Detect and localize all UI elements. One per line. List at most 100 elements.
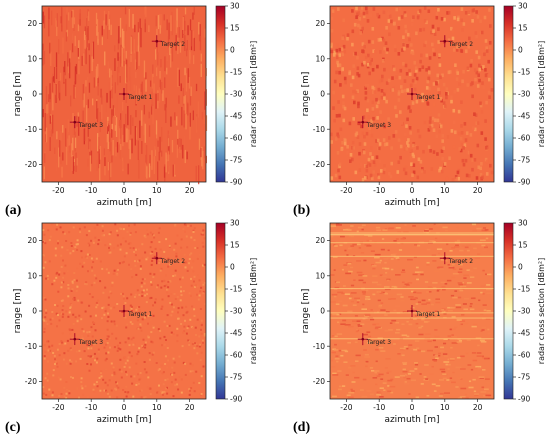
colorbar-tick-label: 15: [230, 24, 240, 33]
heatmap-cell: [351, 29, 355, 34]
heatmap-cell: [424, 321, 430, 323]
heatmap-cell: [486, 74, 489, 78]
heatmap-cell: [390, 258, 394, 260]
heatmap-cell: [424, 364, 429, 366]
heatmap-cell: [474, 77, 477, 82]
heatmap-cell: [89, 315, 92, 318]
heatmap-cell: [188, 292, 191, 295]
heatmap-cell: [380, 89, 384, 93]
heatmap-cell: [168, 244, 171, 247]
heatmap-cell: [332, 372, 337, 375]
heatmap-cell: [420, 273, 424, 276]
heatmap-streak: [99, 164, 101, 181]
heatmap-cell: [102, 291, 105, 294]
heatmap-cell: [401, 354, 405, 357]
heatmap-cell: [414, 363, 419, 366]
heatmap-cell: [331, 288, 335, 291]
heatmap-streak: [188, 77, 191, 89]
heatmap-cell: [485, 378, 490, 380]
heatmap-streak: [68, 12, 70, 21]
heatmap-streak: [55, 67, 58, 79]
heatmap-streak: [48, 101, 50, 113]
heatmap-cell: [452, 29, 455, 33]
heatmap-cell: [376, 291, 382, 293]
heatmap-cell: [118, 232, 120, 235]
heatmap-cell: [42, 240, 44, 243]
heatmap-cell: [133, 295, 136, 298]
heatmap-cell: [483, 15, 487, 20]
heatmap-streak: [51, 77, 54, 93]
heatmap-streak: [56, 13, 58, 27]
heatmap-streak: [152, 106, 154, 125]
heatmap-cell: [485, 46, 488, 50]
heatmap-cell: [341, 67, 344, 71]
heatmap-streak: [145, 79, 147, 88]
heatmap-cell: [160, 267, 163, 270]
heatmap-cell: [379, 396, 384, 398]
heatmap-cell: [96, 276, 99, 279]
heatmap-cell: [404, 283, 409, 286]
heatmap-streak: [92, 41, 95, 59]
heatmap-cell: [464, 11, 468, 15]
heatmap-cell: [333, 295, 337, 298]
heatmap-cell: [452, 48, 456, 52]
heatmap-cell: [82, 393, 85, 396]
heatmap-cell: [184, 362, 187, 365]
heatmap-cell: [404, 132, 407, 137]
heatmap-cell: [141, 256, 144, 259]
heatmap-cell: [411, 173, 414, 177]
heatmap-streak: [90, 150, 93, 164]
heatmap-cell: [391, 76, 394, 80]
heatmap-cell: [447, 358, 450, 361]
heatmap-cell: [146, 233, 149, 236]
heatmap-cell: [464, 298, 470, 300]
heatmap-cell: [419, 59, 422, 64]
heatmap-cell: [447, 38, 451, 42]
heatmap-cell: [419, 271, 424, 273]
heatmap-streak: [106, 126, 108, 143]
heatmap-cell: [484, 39, 488, 43]
target-point: [410, 309, 414, 313]
heatmap-cell: [62, 343, 65, 346]
heatmap-cell: [412, 273, 418, 276]
heatmap-streak: [118, 26, 120, 44]
heatmap-cell: [419, 325, 424, 328]
heatmap-streak: [75, 152, 77, 172]
heatmap-cell: [439, 392, 444, 395]
heatmap-cell: [468, 386, 474, 389]
heatmap-cell: [382, 229, 388, 231]
heatmap-cell: [378, 305, 382, 307]
heatmap-cell: [409, 370, 415, 372]
heatmap-cell: [387, 117, 390, 121]
heatmap-cell: [152, 326, 155, 329]
heatmap-cell: [466, 249, 470, 252]
target-point: [122, 92, 126, 96]
heatmap-cell: [378, 306, 382, 308]
heatmap-cell: [170, 331, 173, 334]
heatmap-streak: [205, 115, 208, 131]
y-tick-label: -20: [313, 377, 325, 386]
heatmap-cell: [388, 298, 392, 300]
heatmap-cell: [159, 345, 161, 347]
heatmap-cell: [431, 262, 435, 264]
heatmap-cell: [477, 344, 480, 347]
heatmap-cell: [67, 287, 70, 290]
heatmap-cell: [357, 101, 360, 106]
heatmap-cell: [86, 343, 89, 346]
colorbar-tick-label: -15: [518, 285, 530, 294]
heatmap-cell: [88, 254, 91, 256]
heatmap-cell: [476, 227, 482, 230]
heatmap-cell: [343, 76, 347, 81]
heatmap-cell: [486, 273, 492, 276]
heatmap-streak: [180, 138, 182, 150]
heatmap-cell: [486, 226, 491, 228]
heatmap-cell: [92, 388, 95, 391]
heatmap-streak: [192, 12, 194, 20]
heatmap-streak: [154, 146, 156, 156]
heatmap-cell: [387, 390, 392, 393]
heatmap-cell: [414, 80, 417, 84]
heatmap-cell: [94, 236, 97, 239]
heatmap-cell: [182, 290, 185, 292]
heatmap-cell: [371, 156, 374, 160]
